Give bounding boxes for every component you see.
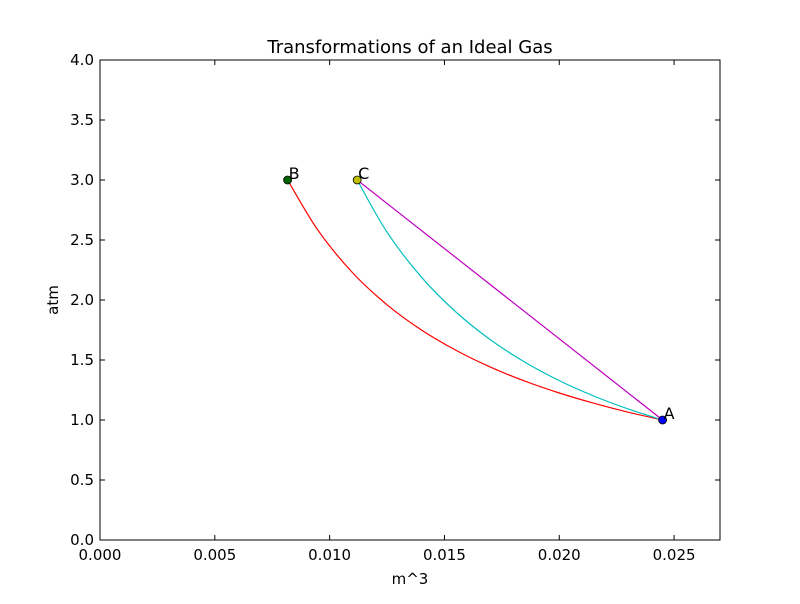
series-line-2 xyxy=(356,179,663,421)
plot-markers xyxy=(283,175,667,425)
x-tick-label-0: 0.000 xyxy=(79,546,122,564)
ticks xyxy=(99,59,720,541)
point-marker-c xyxy=(352,175,362,185)
y-tick-label-8: 4.0 xyxy=(70,51,94,69)
y-tick-label-2: 1.0 xyxy=(70,411,94,429)
plot-lines xyxy=(287,179,663,421)
y-tick-label-3: 1.5 xyxy=(70,351,94,369)
x-axis-label: m^3 xyxy=(392,570,429,588)
point-label-c: C xyxy=(358,164,369,183)
x-tick-label-5: 0.025 xyxy=(653,546,696,564)
y-tick-label-0: 0.0 xyxy=(70,531,94,549)
point-label-b: B xyxy=(289,164,300,183)
tick-labels: 0.000 0.005 0.010 0.015 0.020 0.025 0.0 0.5 1.0 1… xyxy=(70,51,695,564)
point-marker-a xyxy=(658,415,667,425)
plot-point-labels: A B C xyxy=(289,164,675,423)
y-tick-label-7: 3.5 xyxy=(70,111,94,129)
x-tick-label-2: 0.010 xyxy=(308,546,351,564)
y-tick-label-4: 2.0 xyxy=(70,291,94,309)
x-tick-label-3: 0.015 xyxy=(423,546,466,564)
x-tick-label-1: 0.005 xyxy=(193,546,236,564)
x-tick-label-4: 0.020 xyxy=(538,546,581,564)
point-label-a: A xyxy=(664,404,675,423)
axes-frame xyxy=(99,59,721,541)
point-marker-b xyxy=(283,175,293,185)
series-line-1 xyxy=(287,179,663,421)
y-tick-label-1: 0.5 xyxy=(70,471,94,489)
y-tick-label-5: 2.5 xyxy=(70,231,94,249)
chart-title: Transformations of an Ideal Gas xyxy=(266,37,552,58)
y-axis-label: atm xyxy=(44,285,62,315)
y-tick-label-6: 3.0 xyxy=(70,171,94,189)
series-line-3 xyxy=(356,179,663,421)
